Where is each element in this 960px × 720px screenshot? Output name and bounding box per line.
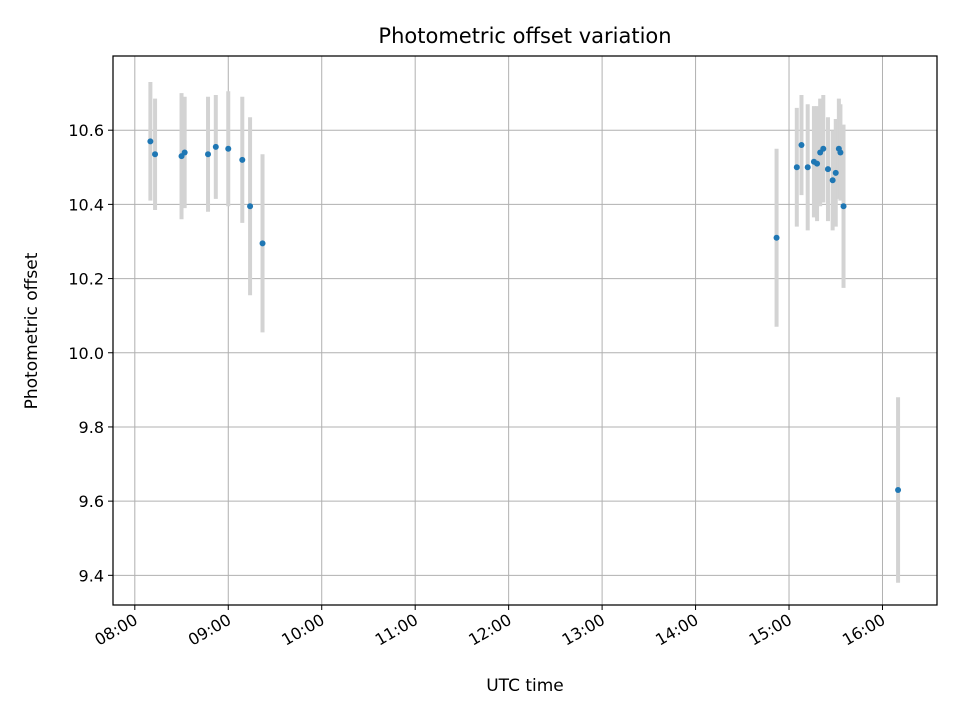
data-point [147,138,154,145]
x-tick-label: 12:00 [465,610,514,650]
data-point [804,164,811,171]
data-point [247,203,254,210]
x-tick-label: 09:00 [185,610,234,650]
plot-frame [112,55,938,606]
x-tick-label: 14:00 [652,610,701,650]
data-point [212,143,219,150]
data-point [225,145,232,152]
y-tick-label: 10.2 [68,270,104,289]
data-point [239,156,246,163]
y-tick-label: 9.4 [79,566,104,585]
y-axis-label: Photometric offset [22,252,42,409]
y-tick-label: 10.0 [68,344,104,363]
x-tick-label: 16:00 [839,610,888,650]
x-axis-label: UTC time [486,676,564,696]
data-point [814,160,821,167]
data-point [820,145,827,152]
x-tick-label: 15:00 [746,610,795,650]
data-point [829,177,836,184]
data-point [152,151,159,158]
data-point [798,142,805,149]
data-point [840,203,847,210]
data-point [832,169,839,176]
y-tick-label: 9.8 [79,418,104,437]
y-tick-label: 10.4 [68,195,104,214]
data-point [793,164,800,171]
y-tick-label: 9.6 [79,492,104,511]
data-point [259,240,266,247]
y-tick-label: 10.6 [68,121,104,140]
x-tick-label: 11:00 [372,610,421,650]
data-points [147,138,902,494]
x-tick-label: 10:00 [278,610,327,650]
data-point [895,487,902,494]
chart-title: Photometric offset variation [378,24,671,48]
data-point [824,166,831,173]
data-point [773,234,780,241]
data-point [205,151,212,158]
grid [113,56,937,605]
data-point [181,149,188,156]
x-ticks: 08:00 09:00 10:00 11:00 12:00 13:00 14:00 15:00… [91,605,888,650]
y-ticks: 9.4 9.6 9.8 10.0 10.2 10.4 10.6 [68,121,113,585]
data-point [837,149,844,156]
error-bars [148,81,901,583]
x-tick-label: 08:00 [91,610,140,650]
x-tick-label: 13:00 [559,610,608,650]
